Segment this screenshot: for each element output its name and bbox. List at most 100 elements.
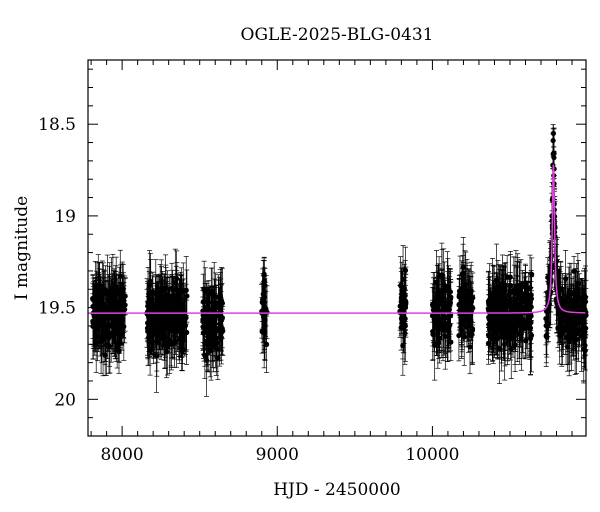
data-point — [500, 296, 507, 302]
data-point — [498, 320, 504, 327]
data-point — [115, 330, 121, 336]
data-point — [204, 298, 210, 305]
data-point — [512, 342, 518, 348]
data-point — [507, 283, 513, 289]
data-point — [466, 302, 472, 308]
data-point — [115, 339, 122, 346]
data-point — [528, 319, 534, 326]
data-point — [158, 327, 164, 333]
data-point — [262, 282, 268, 288]
data-point — [510, 321, 516, 328]
data-point — [487, 312, 493, 319]
data-point — [401, 315, 407, 321]
data-point — [111, 297, 117, 304]
data-point — [158, 317, 165, 324]
data-point — [172, 322, 178, 328]
data-point — [442, 304, 449, 310]
data-point — [462, 303, 468, 309]
data-point — [515, 302, 522, 308]
data-point — [208, 347, 214, 353]
data-point — [261, 316, 268, 322]
data-point — [504, 322, 510, 328]
data-point — [443, 325, 449, 331]
data-point — [403, 299, 409, 305]
data-point — [514, 291, 520, 297]
data-point — [456, 302, 462, 308]
data-point — [528, 292, 534, 298]
data-point — [529, 271, 535, 277]
data-point — [575, 281, 582, 287]
data-point — [510, 302, 517, 308]
data-point — [527, 335, 534, 341]
data-point — [208, 291, 214, 297]
data-point — [467, 344, 473, 350]
data-point — [162, 340, 168, 346]
data-point — [202, 353, 208, 359]
data-point — [465, 291, 471, 297]
data-point — [216, 334, 222, 341]
data-point — [98, 338, 104, 344]
data-point — [90, 296, 96, 303]
data-point — [174, 328, 180, 334]
data-point — [518, 282, 524, 288]
data-layer — [90, 124, 589, 397]
data-point — [500, 300, 506, 307]
data-point — [495, 324, 501, 331]
data-point — [516, 314, 522, 320]
data-point — [212, 337, 218, 343]
data-point — [447, 296, 454, 302]
data-point — [511, 286, 517, 293]
data-point — [102, 332, 108, 338]
data-point — [436, 335, 443, 341]
data-point — [113, 303, 119, 310]
data-point — [213, 346, 220, 352]
data-point — [165, 302, 171, 308]
data-point — [260, 300, 266, 306]
data-point — [205, 341, 211, 348]
data-point — [518, 307, 525, 313]
data-point — [166, 313, 172, 319]
data-point — [435, 329, 441, 335]
data-point — [489, 305, 496, 311]
data-point — [157, 291, 163, 297]
data-point — [517, 330, 523, 337]
data-point — [96, 297, 102, 303]
data-point — [435, 295, 441, 301]
data-point — [117, 319, 123, 326]
data-point — [441, 281, 447, 287]
data-point — [457, 293, 463, 299]
data-point — [97, 307, 103, 313]
data-point — [108, 293, 114, 300]
data-point — [519, 322, 525, 329]
data-point — [117, 273, 123, 279]
data-point — [153, 305, 159, 311]
data-point — [494, 304, 500, 310]
data-point — [183, 287, 189, 293]
chart-title: OGLE-2025-BLG-0431 — [241, 25, 434, 45]
data-point — [436, 301, 443, 307]
data-point — [220, 328, 226, 334]
data-point — [147, 334, 154, 340]
data-point — [154, 339, 160, 345]
data-point — [152, 318, 158, 324]
data-point — [116, 348, 122, 355]
data-point — [571, 268, 577, 274]
data-point — [461, 334, 467, 340]
data-point — [493, 300, 500, 306]
data-point — [263, 341, 270, 347]
data-point — [398, 295, 405, 302]
data-point — [183, 330, 189, 336]
data-point — [217, 315, 223, 321]
data-point — [504, 274, 510, 280]
data-point — [120, 308, 126, 314]
data-point — [527, 326, 533, 332]
data-point — [490, 336, 496, 342]
data-point — [523, 296, 529, 302]
data-point — [215, 294, 221, 300]
data-point — [544, 334, 550, 340]
data-point — [207, 313, 213, 320]
data-point — [145, 327, 151, 334]
data-point — [200, 312, 206, 318]
data-point — [181, 318, 187, 324]
